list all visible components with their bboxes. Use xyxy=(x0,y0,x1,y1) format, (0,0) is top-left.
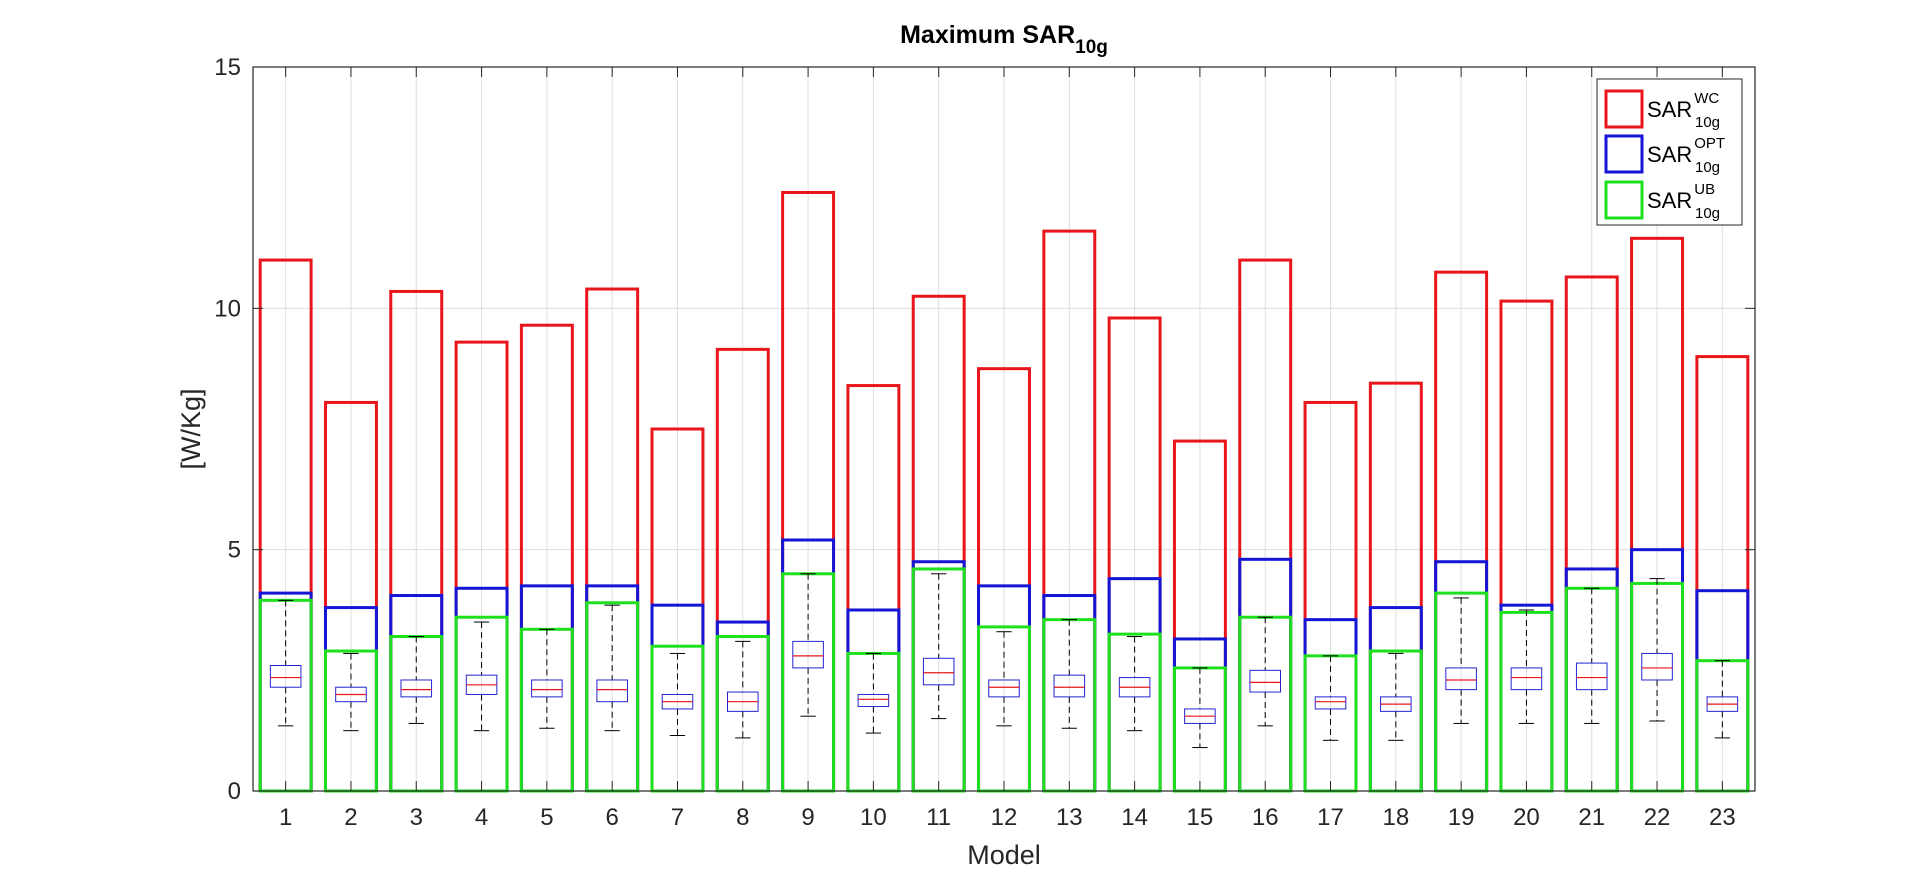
box xyxy=(1314,696,1347,710)
box xyxy=(857,693,890,708)
legend-label-ub: SAR xyxy=(1647,188,1692,213)
box xyxy=(1575,662,1608,691)
x-tick-label: 4 xyxy=(475,804,488,831)
boxplot xyxy=(1184,667,1216,749)
x-tick-label: 3 xyxy=(410,804,423,831)
boxplot xyxy=(792,573,824,717)
legend-sup-wc: WC xyxy=(1694,90,1719,107)
x-tick-label: 12 xyxy=(991,804,1018,831)
legend-sup-opt: OPT xyxy=(1694,135,1725,152)
x-tick-label: 9 xyxy=(801,804,814,831)
box xyxy=(1510,667,1543,691)
box xyxy=(1641,652,1673,681)
x-tick-label: 2 xyxy=(344,804,357,831)
boxplot xyxy=(400,636,433,724)
boxplot xyxy=(1314,655,1347,741)
box xyxy=(269,665,302,688)
x-tick-label: 7 xyxy=(671,804,684,831)
boxplot xyxy=(1575,587,1608,724)
x-tick-label: 6 xyxy=(605,804,618,831)
boxplot xyxy=(857,652,890,734)
boxplot xyxy=(727,640,759,739)
box xyxy=(400,679,433,698)
legend-item-opt: SAR OPT 10g xyxy=(1604,134,1725,176)
boxplot xyxy=(1706,660,1739,739)
x-tick-label: 13 xyxy=(1056,804,1083,831)
boxplot xyxy=(922,573,955,720)
box xyxy=(792,640,824,669)
boxplot xyxy=(1641,578,1673,722)
x-tick-label: 23 xyxy=(1709,804,1736,831)
box xyxy=(1053,674,1086,698)
boxplot xyxy=(1118,636,1151,732)
chart-title-subscript: 10g xyxy=(1075,37,1108,58)
legend-sub-ub: 10g xyxy=(1695,205,1720,222)
legend-frame xyxy=(1596,78,1743,226)
legend-swatch-wc xyxy=(1604,89,1644,129)
x-tick-label: 19 xyxy=(1448,804,1475,831)
legend-item-ub: SAR UB 10g xyxy=(1604,180,1720,222)
legend-sub-opt: 10g xyxy=(1695,159,1720,176)
boxplots xyxy=(269,573,1739,749)
legend-swatch-opt xyxy=(1604,134,1644,174)
y-tick-label: 10 xyxy=(214,295,241,322)
boxplot xyxy=(335,652,367,732)
boxplot xyxy=(465,621,498,732)
x-tick-label: 18 xyxy=(1382,804,1409,831)
x-tick-label: 15 xyxy=(1187,804,1214,831)
boxplot xyxy=(1445,597,1477,724)
y-axis-label: [W/Kg] xyxy=(176,388,206,469)
x-axis-label: Model xyxy=(967,840,1041,870)
legend-sup-ub: UB xyxy=(1694,181,1715,198)
boxplot xyxy=(661,652,694,736)
chart-title: Maximum SAR10g xyxy=(900,21,1108,58)
boxplot xyxy=(1053,619,1086,729)
y-tick-label: 15 xyxy=(214,54,241,81)
boxplot xyxy=(988,631,1020,727)
legend-item-wc: SAR WC 10g xyxy=(1604,89,1720,131)
x-tick-label: 10 xyxy=(860,804,887,831)
x-tick-label: 5 xyxy=(540,804,553,831)
legend-label-wc: SAR xyxy=(1647,97,1692,122)
y-tick-label: 5 xyxy=(228,537,241,564)
x-tick-label: 14 xyxy=(1121,804,1148,831)
x-tick-label: 21 xyxy=(1578,804,1605,831)
boxplot xyxy=(596,604,628,732)
box xyxy=(1249,669,1281,693)
legend: SAR WC 10g SAR OPT 10g SAR UB 10g xyxy=(1596,78,1743,226)
legend-label-opt: SAR xyxy=(1647,142,1692,167)
boxplot xyxy=(1380,652,1412,741)
box xyxy=(1445,667,1477,691)
boxplot xyxy=(1510,609,1543,724)
boxplot xyxy=(531,628,563,729)
boxplot xyxy=(1249,616,1281,727)
y-tick-label: 0 xyxy=(228,778,241,805)
legend-sub-wc: 10g xyxy=(1695,114,1720,131)
legend-swatch-ub xyxy=(1604,180,1644,220)
box xyxy=(531,679,563,698)
x-tick-label: 17 xyxy=(1317,804,1344,831)
boxplot xyxy=(269,599,302,727)
x-tick-label: 1 xyxy=(279,804,292,831)
x-tick-label: 22 xyxy=(1644,804,1671,831)
box xyxy=(988,679,1020,698)
x-tick-label: 8 xyxy=(736,804,749,831)
x-tick-label: 16 xyxy=(1252,804,1279,831)
box xyxy=(922,657,955,686)
box xyxy=(596,679,628,703)
x-tick-label: 11 xyxy=(926,804,951,831)
x-tick-label: 20 xyxy=(1513,804,1540,831)
